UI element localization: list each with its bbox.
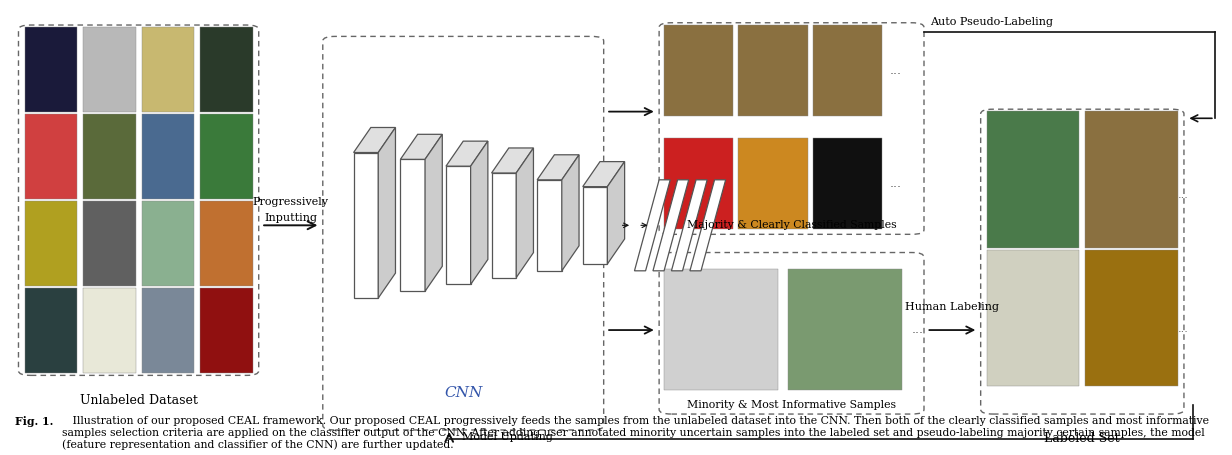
Polygon shape <box>446 166 471 284</box>
Bar <box>813 138 882 229</box>
FancyBboxPatch shape <box>659 253 924 414</box>
Bar <box>84 114 136 199</box>
Text: Minority & Most Informative Samples: Minority & Most Informative Samples <box>687 399 896 410</box>
Polygon shape <box>583 187 607 264</box>
Bar <box>201 114 253 199</box>
Bar <box>813 25 882 116</box>
Bar <box>664 25 733 116</box>
Bar <box>84 288 136 373</box>
Polygon shape <box>446 141 488 166</box>
Bar <box>25 114 76 199</box>
Bar <box>25 201 76 286</box>
Text: Labeled Set: Labeled Set <box>1045 432 1120 445</box>
Polygon shape <box>492 148 533 173</box>
FancyBboxPatch shape <box>659 23 924 234</box>
Polygon shape <box>425 134 442 291</box>
Polygon shape <box>516 148 533 278</box>
Text: Illustration of our proposed CEAL framework. Our proposed CEAL progressively fee: Illustration of our proposed CEAL framew… <box>62 416 1209 450</box>
Text: ...: ... <box>1178 190 1189 200</box>
Text: ...: ... <box>1178 324 1189 334</box>
Text: ...: ... <box>890 64 902 76</box>
Bar <box>25 288 76 373</box>
Text: Unlabeled Dataset: Unlabeled Dataset <box>80 394 197 407</box>
Text: Auto Pseudo-Labeling: Auto Pseudo-Labeling <box>930 17 1053 27</box>
Polygon shape <box>400 159 425 291</box>
Text: CNN: CNN <box>444 386 483 400</box>
Bar <box>25 27 76 112</box>
Polygon shape <box>583 162 625 187</box>
Polygon shape <box>492 173 516 278</box>
Polygon shape <box>562 155 579 271</box>
Bar <box>987 250 1079 386</box>
Bar <box>201 201 253 286</box>
Polygon shape <box>354 152 378 298</box>
Bar <box>664 268 777 390</box>
Text: ...: ... <box>890 177 902 190</box>
Polygon shape <box>537 180 562 271</box>
Text: Fig. 1.: Fig. 1. <box>15 416 53 427</box>
Polygon shape <box>471 141 488 284</box>
Bar <box>142 201 195 286</box>
Polygon shape <box>537 155 579 180</box>
Bar <box>142 288 195 373</box>
Polygon shape <box>634 180 670 271</box>
Polygon shape <box>690 180 726 271</box>
Bar <box>1085 111 1178 248</box>
Polygon shape <box>607 162 625 264</box>
Text: Human Labeling: Human Labeling <box>906 302 999 312</box>
Polygon shape <box>378 127 395 298</box>
Polygon shape <box>671 180 707 271</box>
Bar <box>1085 250 1178 386</box>
Polygon shape <box>354 127 395 152</box>
Bar <box>664 138 733 229</box>
Bar <box>201 288 253 373</box>
Text: Inputting: Inputting <box>264 213 318 223</box>
Bar <box>84 201 136 286</box>
Polygon shape <box>653 180 689 271</box>
Text: Model Updating: Model Updating <box>462 432 552 442</box>
FancyBboxPatch shape <box>18 25 259 375</box>
Bar <box>84 27 136 112</box>
Bar <box>142 27 195 112</box>
Bar <box>142 114 195 199</box>
FancyBboxPatch shape <box>981 109 1184 414</box>
Bar <box>987 111 1079 248</box>
Bar <box>201 27 253 112</box>
Bar <box>738 25 808 116</box>
Bar <box>787 268 902 390</box>
Text: ...: ... <box>912 323 924 336</box>
FancyBboxPatch shape <box>323 36 604 430</box>
Text: Progressively: Progressively <box>253 197 329 207</box>
Polygon shape <box>400 134 442 159</box>
Bar <box>738 138 808 229</box>
Text: Majority & Clearly Classified Samples: Majority & Clearly Classified Samples <box>686 220 897 230</box>
